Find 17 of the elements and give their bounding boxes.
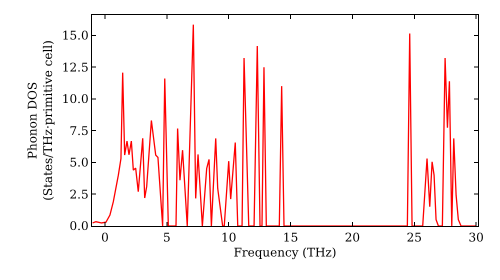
y-tick-label: 0.0 <box>70 219 89 234</box>
y-tick-label: 2.5 <box>70 187 89 202</box>
x-tick-label: 15 <box>282 230 298 244</box>
y-tick-label: 10.0 <box>62 92 89 106</box>
y-tick-label: 7.5 <box>70 124 89 138</box>
y-tick-label: 12.5 <box>62 60 89 74</box>
y-tick-label: 5.0 <box>70 156 89 170</box>
x-tick-label: 20 <box>344 230 360 244</box>
x-tick-label: 30 <box>468 230 484 244</box>
y-axis-title: Phonon DOS (States/THz·primitive cell) <box>26 40 56 201</box>
y-tick-label: 15.0 <box>62 28 89 43</box>
x-tick-label: 0 <box>101 230 109 244</box>
x-tick-label: 10 <box>221 230 236 244</box>
x-tick-label: 5 <box>163 230 171 244</box>
x-tick-label: 25 <box>406 230 422 244</box>
x-axis-title: Frequency (THz) <box>234 245 336 260</box>
line-series <box>92 24 477 226</box>
